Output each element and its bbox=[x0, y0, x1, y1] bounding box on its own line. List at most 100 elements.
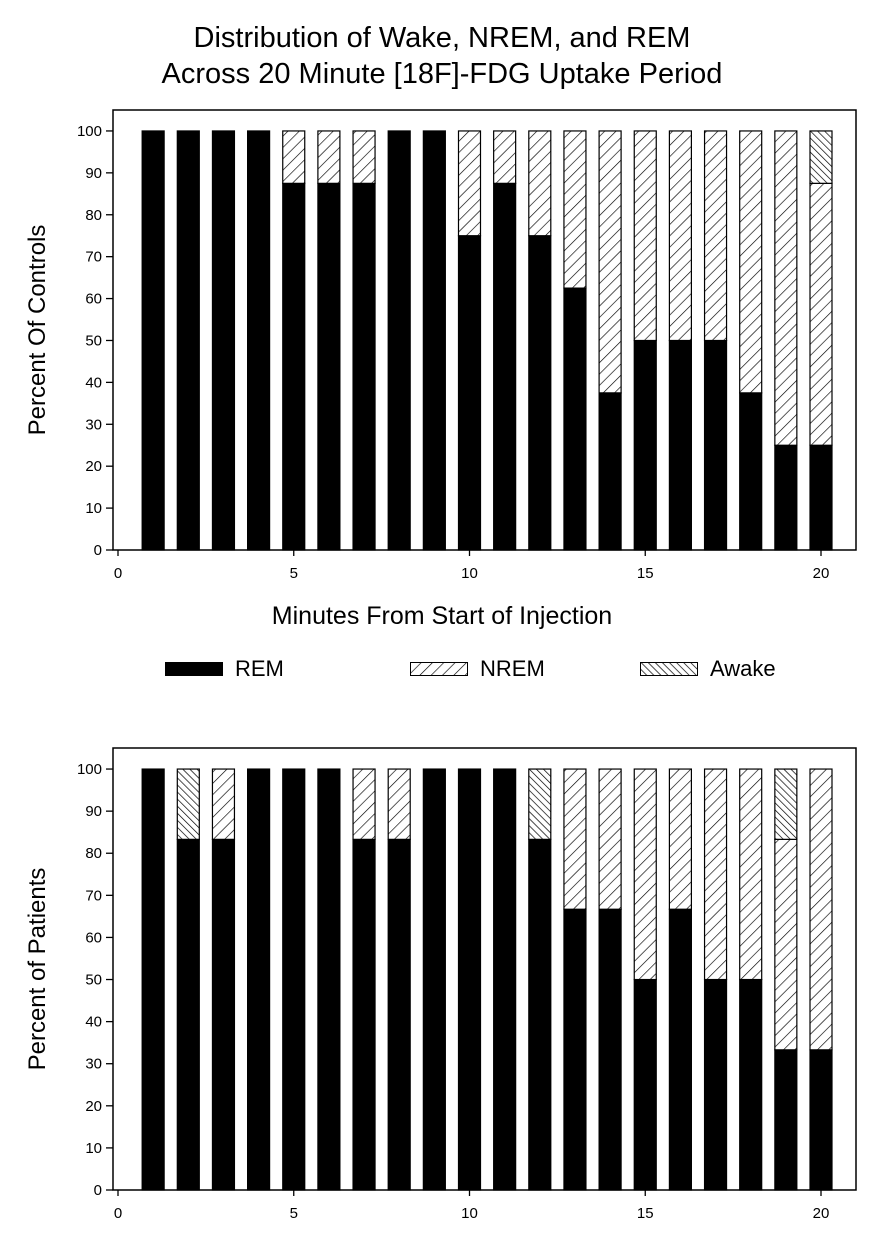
legend-swatch-nrem bbox=[410, 662, 468, 676]
bar-rem-9 bbox=[422, 768, 446, 1191]
bar-nrem-13 bbox=[563, 768, 587, 910]
bar-rem-5 bbox=[282, 768, 306, 1191]
bar-rem-14 bbox=[598, 392, 622, 551]
bar-nrem-15 bbox=[633, 768, 657, 981]
y-tick-label-0: 0 bbox=[94, 542, 102, 559]
y-tick-label-40: 40 bbox=[85, 374, 102, 391]
x-tick-label-10: 10 bbox=[461, 1205, 478, 1222]
y-axis-label: Percent of Patients bbox=[24, 868, 51, 1071]
bar-rem-7 bbox=[352, 838, 376, 1191]
bar-rem-2 bbox=[176, 838, 200, 1191]
y-tick-label-0: 0 bbox=[94, 1182, 102, 1199]
bar-rem-6 bbox=[317, 182, 341, 551]
x-tick-label-10: 10 bbox=[461, 565, 478, 582]
y-tick-label-60: 60 bbox=[85, 929, 102, 946]
chart-title-line1: Distribution of Wake, NREM, and REM bbox=[193, 22, 691, 54]
bar-nrem-3 bbox=[211, 768, 236, 840]
bar-rem-13 bbox=[563, 287, 587, 551]
bar-rem-18 bbox=[739, 978, 763, 1191]
bar-rem-3 bbox=[211, 838, 236, 1191]
bar-nrem-18 bbox=[739, 768, 763, 981]
x-tick-label-0: 0 bbox=[114, 1205, 122, 1222]
y-tick-label-100: 100 bbox=[77, 761, 102, 778]
bar-nrem-17 bbox=[703, 768, 728, 981]
bar-nrem-11 bbox=[493, 130, 517, 184]
x-tick-label-0: 0 bbox=[114, 565, 122, 582]
bar-nrem-17 bbox=[703, 130, 728, 342]
x-tick-label-15: 15 bbox=[637, 1205, 654, 1222]
bar-rem-19 bbox=[774, 1049, 798, 1191]
legend-item-awake: Awake bbox=[640, 656, 776, 682]
legend: REM NREM Awake bbox=[0, 656, 884, 686]
bar-nrem-12 bbox=[528, 130, 552, 237]
bar-nrem-19 bbox=[774, 130, 798, 446]
bar-rem-3 bbox=[211, 130, 236, 551]
legend-label-nrem: NREM bbox=[480, 656, 545, 681]
bar-rem-16 bbox=[668, 908, 693, 1191]
bar-rem-6 bbox=[317, 768, 341, 1191]
y-tick-label-50: 50 bbox=[85, 332, 102, 349]
y-tick-label-60: 60 bbox=[85, 291, 102, 308]
y-tick-label-30: 30 bbox=[85, 416, 102, 433]
bar-rem-11 bbox=[493, 768, 517, 1191]
bar-nrem-14 bbox=[598, 130, 622, 394]
bar-rem-5 bbox=[282, 182, 306, 551]
bar-nrem-19 bbox=[774, 838, 798, 1051]
bar-awake-20 bbox=[809, 130, 833, 184]
bar-nrem-13 bbox=[563, 130, 587, 289]
bar-rem-12 bbox=[528, 838, 552, 1191]
x-tick-label-5: 5 bbox=[290, 1205, 298, 1222]
bar-rem-20 bbox=[809, 1049, 833, 1191]
x-axis-label: Minutes From Start of Injection bbox=[271, 602, 613, 630]
legend-item-rem: REM bbox=[165, 656, 284, 682]
bar-rem-16 bbox=[668, 339, 693, 551]
bar-nrem-20 bbox=[809, 182, 833, 446]
bar-rem-10 bbox=[457, 768, 482, 1191]
bar-rem-11 bbox=[493, 182, 517, 551]
y-tick-label-50: 50 bbox=[85, 972, 102, 989]
bar-rem-15 bbox=[633, 339, 657, 551]
bar-rem-9 bbox=[422, 130, 446, 551]
y-tick-label-100: 100 bbox=[77, 123, 102, 140]
chart-title-line2: Across 20 Minute [18F]-FDG Uptake Period bbox=[161, 58, 723, 90]
bar-rem-15 bbox=[633, 978, 657, 1191]
legend-label-rem: REM bbox=[235, 656, 284, 681]
y-tick-label-80: 80 bbox=[85, 845, 102, 862]
bar-nrem-14 bbox=[598, 768, 622, 910]
bar-awake-19 bbox=[774, 768, 798, 840]
bar-rem-8 bbox=[387, 130, 411, 551]
bar-rem-20 bbox=[809, 444, 833, 551]
bar-rem-17 bbox=[703, 339, 728, 551]
y-tick-label-30: 30 bbox=[85, 1056, 102, 1073]
y-tick-label-90: 90 bbox=[85, 165, 102, 182]
y-tick-label-10: 10 bbox=[85, 1140, 102, 1157]
y-tick-label-70: 70 bbox=[85, 249, 102, 266]
y-axis-label: Percent Of Controls bbox=[24, 225, 51, 436]
y-tick-label-10: 10 bbox=[85, 500, 102, 517]
bar-rem-18 bbox=[739, 392, 763, 551]
x-tick-label-15: 15 bbox=[637, 565, 654, 582]
bar-rem-4 bbox=[247, 768, 271, 1191]
bar-nrem-8 bbox=[387, 768, 411, 840]
bar-rem-4 bbox=[247, 130, 271, 551]
bar-rem-2 bbox=[176, 130, 200, 551]
bar-awake-12 bbox=[528, 768, 552, 840]
x-tick-label-20: 20 bbox=[813, 1205, 830, 1222]
bar-nrem-20 bbox=[809, 768, 833, 1051]
plot-frame bbox=[112, 747, 857, 1191]
plot-frame bbox=[112, 109, 857, 551]
bar-nrem-6 bbox=[317, 130, 341, 184]
legend-label-awake: Awake bbox=[710, 656, 776, 681]
legend-swatch-awake bbox=[640, 662, 698, 676]
bar-rem-19 bbox=[774, 444, 798, 551]
bar-awake-2 bbox=[176, 768, 200, 840]
x-tick-label-20: 20 bbox=[813, 565, 830, 582]
bar-rem-17 bbox=[703, 978, 728, 1191]
legend-swatch-rem bbox=[165, 662, 223, 676]
y-tick-label-80: 80 bbox=[85, 207, 102, 224]
bar-nrem-15 bbox=[633, 130, 657, 342]
y-tick-label-20: 20 bbox=[85, 1098, 102, 1115]
bar-nrem-7 bbox=[352, 130, 376, 184]
y-tick-label-70: 70 bbox=[85, 887, 102, 904]
